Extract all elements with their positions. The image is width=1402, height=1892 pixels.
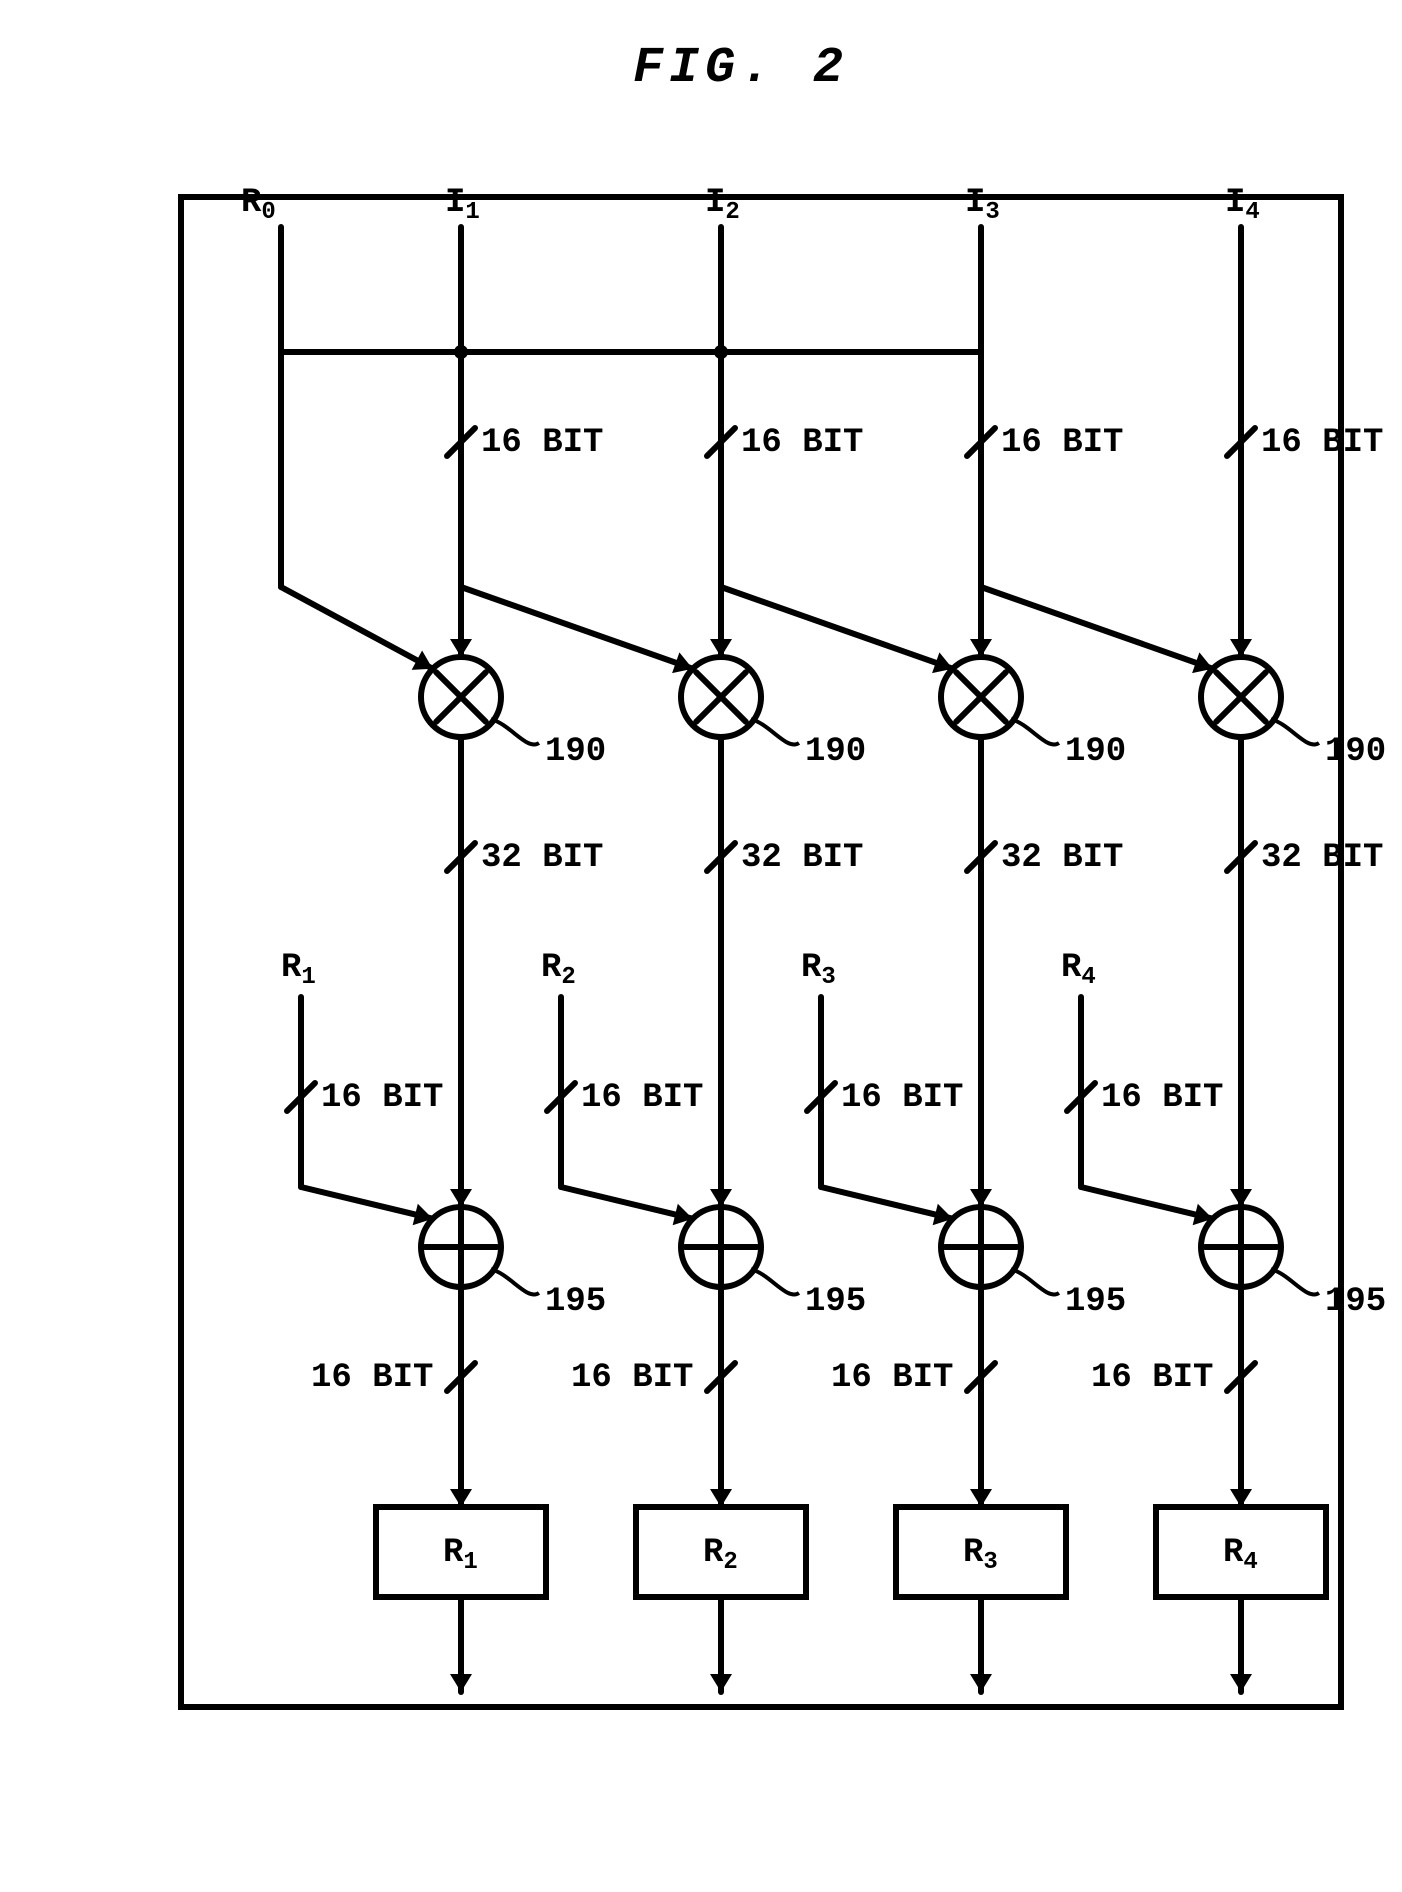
svg-text:195: 195 — [1325, 1283, 1386, 1321]
svg-text:16 BIT: 16 BIT — [831, 1359, 953, 1397]
svg-text:195: 195 — [805, 1283, 866, 1321]
svg-text:190: 190 — [1065, 733, 1126, 771]
svg-text:16 BIT: 16 BIT — [741, 424, 863, 462]
svg-text:I1: I1 — [445, 184, 480, 226]
svg-text:I3: I3 — [965, 184, 1000, 226]
svg-text:16 BIT: 16 BIT — [321, 1079, 443, 1117]
svg-text:32 BIT: 32 BIT — [1001, 839, 1123, 877]
svg-text:16 BIT: 16 BIT — [1091, 1359, 1213, 1397]
svg-text:16 BIT: 16 BIT — [571, 1359, 693, 1397]
svg-text:16 BIT: 16 BIT — [481, 424, 603, 462]
svg-text:16 BIT: 16 BIT — [581, 1079, 703, 1117]
svg-text:32 BIT: 32 BIT — [481, 839, 603, 877]
svg-text:190: 190 — [805, 733, 866, 771]
svg-text:R1: R1 — [281, 949, 316, 991]
svg-text:190: 190 — [545, 733, 606, 771]
svg-text:16 BIT: 16 BIT — [1261, 424, 1383, 462]
svg-text:16 BIT: 16 BIT — [1001, 424, 1123, 462]
svg-text:16 BIT: 16 BIT — [841, 1079, 963, 1117]
svg-text:32 BIT: 32 BIT — [1261, 839, 1383, 877]
svg-text:16 BIT: 16 BIT — [311, 1359, 433, 1397]
svg-text:R4: R4 — [1061, 949, 1096, 991]
svg-text:32 BIT: 32 BIT — [741, 839, 863, 877]
svg-text:I2: I2 — [705, 184, 740, 226]
svg-text:R0: R0 — [241, 184, 276, 226]
svg-text:195: 195 — [1065, 1283, 1126, 1321]
svg-text:I4: I4 — [1225, 184, 1260, 226]
svg-text:16 BIT: 16 BIT — [1101, 1079, 1223, 1117]
svg-text:190: 190 — [1325, 733, 1386, 771]
svg-text:R3: R3 — [801, 949, 836, 991]
svg-text:R2: R2 — [541, 949, 576, 991]
diagram-svg: R0I116 BIT19032 BITR116 BIT19516 BITR1I2… — [91, 137, 1391, 1757]
figure-title: FIG. 2 — [40, 40, 1402, 97]
svg-text:195: 195 — [545, 1283, 606, 1321]
